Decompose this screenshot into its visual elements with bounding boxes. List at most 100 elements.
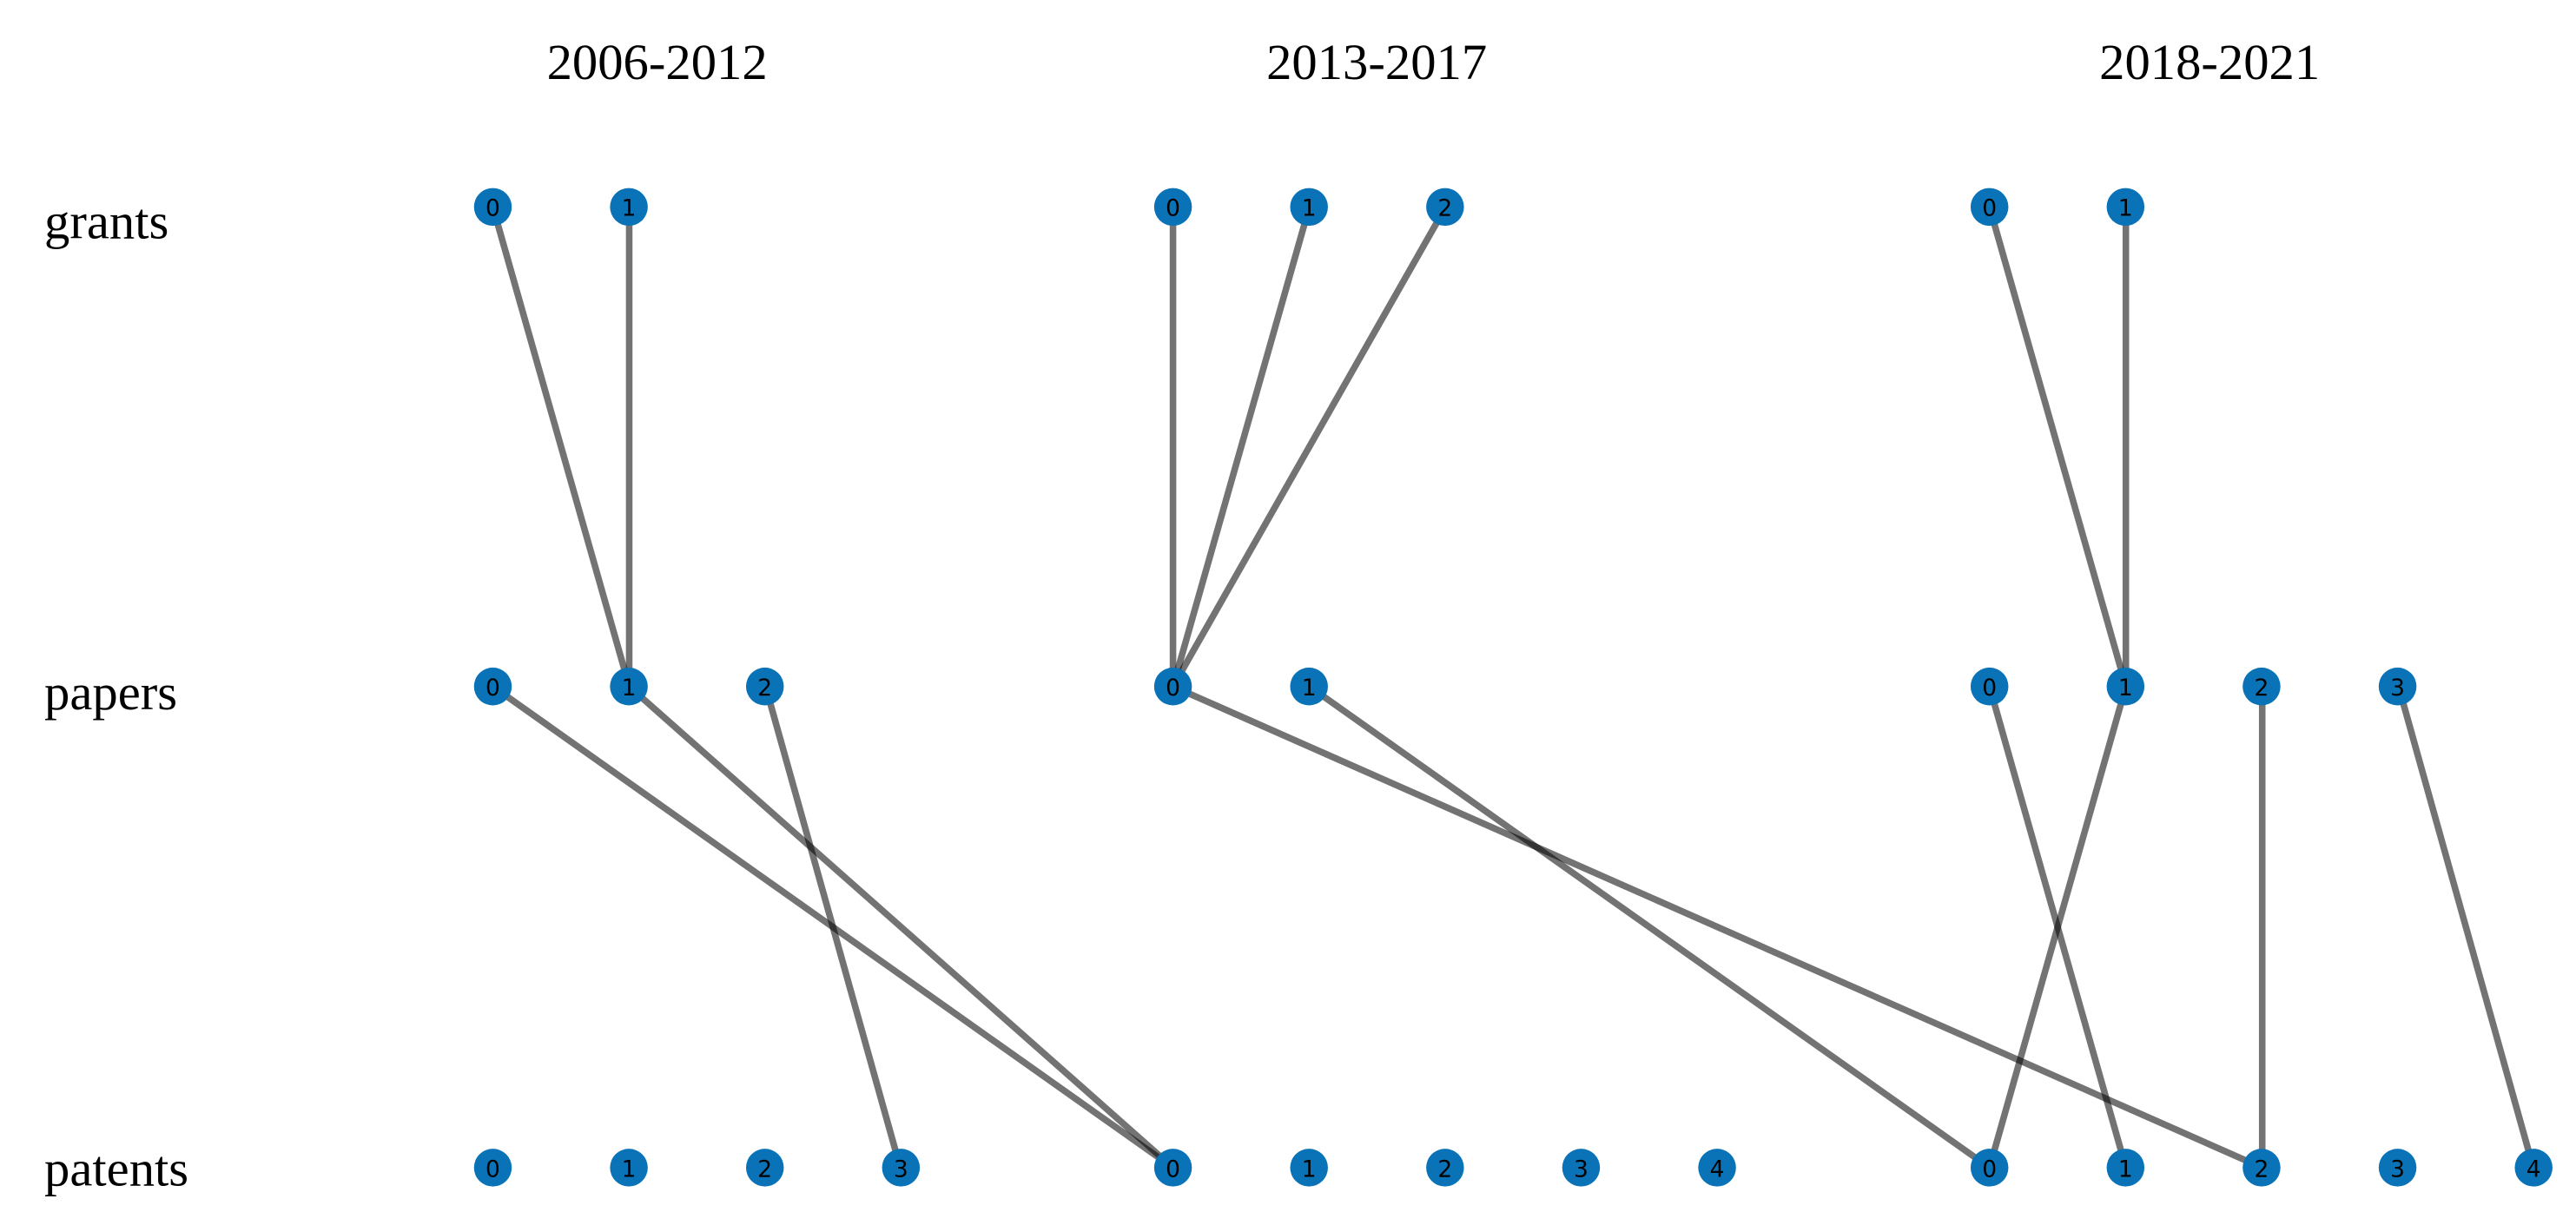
- edge: [1986, 685, 2130, 1169]
- node: 4: [2514, 1149, 2553, 1187]
- node-label: 0: [1982, 195, 1997, 222]
- node-label: 1: [2118, 195, 2133, 222]
- node: 1: [1290, 1149, 1328, 1187]
- node-label: 1: [1302, 195, 1317, 222]
- node-circle: [1290, 667, 1328, 706]
- node-circle: [2378, 1149, 2417, 1187]
- node-circle: [2378, 667, 2417, 706]
- node: 2: [745, 1149, 784, 1187]
- node-circle: [610, 1149, 648, 1187]
- node-label: 0: [1166, 675, 1180, 702]
- node-circle: [1153, 188, 1192, 227]
- node-circle: [2514, 1149, 2553, 1187]
- node: 2: [745, 667, 784, 706]
- node-label: 1: [2118, 1156, 2133, 1182]
- node: 2: [1426, 1149, 1464, 1187]
- node-circle: [1970, 667, 2009, 706]
- node-circle: [1153, 667, 1192, 706]
- node: 0: [1970, 188, 2009, 227]
- node-label: 3: [2390, 675, 2405, 702]
- node: 1: [610, 1149, 648, 1187]
- node: 2: [1426, 188, 1464, 227]
- node-circle: [610, 667, 648, 706]
- node-circle: [473, 667, 512, 706]
- node-label: 2: [2255, 1156, 2269, 1182]
- node-label: 2: [2255, 675, 2269, 702]
- edge: [1170, 205, 1449, 688]
- node: 3: [2378, 667, 2417, 706]
- node: 1: [1290, 667, 1328, 706]
- node-label: 2: [757, 1156, 772, 1182]
- node: 0: [473, 1149, 512, 1187]
- node-circle: [882, 1149, 921, 1187]
- edge: [489, 206, 633, 688]
- node: 1: [1290, 188, 1328, 227]
- node-circle: [1562, 1149, 1601, 1187]
- node-circle: [745, 1149, 784, 1187]
- node: 0: [1153, 1149, 1192, 1187]
- node: 0: [1153, 188, 1192, 227]
- edges: [489, 205, 2537, 1171]
- node-label: 4: [1710, 1156, 1725, 1182]
- node: 1: [610, 667, 648, 706]
- row-label: papers: [44, 664, 177, 721]
- edge: [1169, 206, 1313, 688]
- node-circle: [1426, 1149, 1464, 1187]
- node-circle: [2242, 667, 2281, 706]
- node-circle: [473, 1149, 512, 1187]
- node-circle: [1970, 1149, 2009, 1187]
- row-label: patents: [44, 1141, 188, 1197]
- node-label: 0: [1982, 1156, 1997, 1182]
- node-label: 0: [485, 1156, 500, 1182]
- row-label: grants: [44, 193, 168, 249]
- node: 3: [2378, 1149, 2417, 1187]
- node: 0: [473, 188, 512, 227]
- node-label: 1: [622, 195, 637, 222]
- node: 3: [882, 1149, 921, 1187]
- node-circle: [1698, 1149, 1736, 1187]
- node-circle: [1153, 1149, 1192, 1187]
- node-label: 0: [1982, 675, 1997, 702]
- node: 1: [610, 188, 648, 227]
- node: 1: [2106, 1149, 2145, 1187]
- node: 0: [1970, 1149, 2009, 1187]
- node-circle: [1290, 188, 1328, 227]
- node: 2: [2242, 1149, 2281, 1187]
- node-label: 3: [1574, 1156, 1589, 1182]
- node-label: 3: [2390, 1156, 2405, 1182]
- node-circle: [2106, 1149, 2145, 1187]
- node-label: 1: [622, 1156, 637, 1182]
- node: 0: [1153, 667, 1192, 706]
- node-circle: [745, 667, 784, 706]
- node-circle: [1970, 188, 2009, 227]
- edge: [1986, 206, 2130, 688]
- edge: [1307, 683, 1991, 1171]
- node-circle: [2106, 188, 2145, 227]
- node-circle: [2242, 1149, 2281, 1187]
- edge: [2395, 685, 2537, 1169]
- period-title: 2013-2017: [1266, 34, 1487, 90]
- node: 0: [1970, 667, 2009, 706]
- node: 0: [473, 667, 512, 706]
- node-circle: [1290, 1149, 1328, 1187]
- node: 3: [1562, 1149, 1601, 1187]
- node-label: 3: [894, 1156, 908, 1182]
- edge: [626, 683, 1176, 1170]
- node-label: 0: [1166, 195, 1180, 222]
- node-circle: [2106, 667, 2145, 706]
- node-label: 2: [1437, 1156, 1452, 1182]
- node-label: 0: [1166, 1156, 1180, 1182]
- node-label: 2: [1437, 195, 1452, 222]
- node-label: 1: [622, 675, 637, 702]
- node-label: 0: [485, 195, 500, 222]
- node-circle: [610, 188, 648, 227]
- node: 1: [2106, 667, 2145, 706]
- period-title: 2018-2021: [2099, 34, 2320, 90]
- node-label: 0: [485, 675, 500, 702]
- node-label: 1: [2118, 675, 2133, 702]
- node-label: 2: [757, 675, 772, 702]
- node: 4: [1698, 1149, 1736, 1187]
- edge: [762, 685, 904, 1169]
